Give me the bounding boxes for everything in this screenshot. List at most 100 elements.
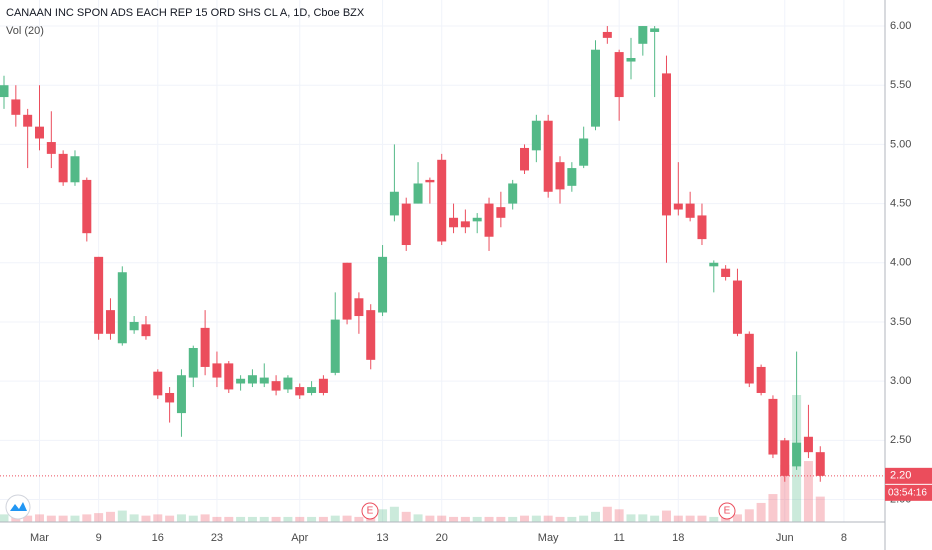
volume-bar [508,516,518,522]
candle-body [768,398,778,455]
volume-bar [212,516,222,522]
volume-bar [46,515,56,522]
volume-bar [567,516,577,522]
volume-bar [685,515,695,522]
volume-bar [283,516,293,522]
volume-bar [307,516,317,522]
y-tick-label: 6.00 [890,20,911,32]
candle-body [165,392,175,403]
candle-body [330,319,340,373]
x-tick-label: 23 [211,532,223,544]
candle-body [307,387,317,393]
x-tick-label: 20 [436,532,448,544]
y-tick-label: 4.00 [890,257,911,269]
candle-body [555,162,565,190]
x-tick-label: 16 [152,532,164,544]
candle-body [437,159,447,242]
candle-body [46,142,56,154]
y-tick-label: 5.00 [890,138,911,150]
candle-body [709,262,719,267]
candle-body [472,217,482,222]
candle-body [82,179,92,234]
volume-bar [378,509,388,522]
volume-bar [602,506,612,522]
volume-bar [259,516,269,522]
volume-bar [496,516,506,522]
candle-body [484,203,494,237]
volume-bar [401,511,411,522]
candle-body [23,114,33,127]
candle-body [141,324,151,337]
candle-body [70,156,80,183]
logo[interactable] [5,494,31,520]
candle-body [342,262,352,320]
volume-bar [247,516,257,522]
x-tick-label: Apr [291,532,308,544]
volume-bar [673,515,683,522]
candle-body [732,280,742,334]
volume-bar [94,513,104,522]
volume-bar [342,515,352,522]
candle-body [0,85,9,98]
volume-bar [176,514,186,522]
candle-body [413,183,423,204]
candle-body [626,58,636,62]
volume-bar [449,516,459,522]
volume-bar [768,494,778,522]
volume-bar [236,516,246,522]
earnings-marker: E [361,502,379,520]
candle-body [792,442,802,467]
candle-body [756,366,766,393]
volume-bar [543,515,553,522]
candle-body [460,221,470,228]
volume-bar [709,516,719,522]
candle-body [401,203,411,246]
candle-body [614,52,624,98]
volume-bar [460,516,470,522]
volume-bar [70,515,80,522]
candle-body [212,363,222,378]
volume-bar [614,509,624,522]
volume-bar [165,515,175,522]
y-tick-label: 2.50 [890,434,911,446]
countdown-box [885,484,932,501]
volume-bar [153,514,163,522]
logo-icon [10,502,27,511]
x-tick-label: 9 [96,532,102,544]
earnings-text: E [367,506,374,517]
candle-body [247,375,257,384]
volume-bar [105,511,115,522]
y-tick-label: 3.50 [890,316,911,328]
candle-body [153,371,163,396]
volume-bar [354,516,364,522]
candle-body [58,153,68,183]
volume-bar [330,515,340,522]
candle-body [295,387,305,396]
volume-bar [295,516,305,522]
last-price-label: 2.20 [890,470,911,482]
x-tick-label: May [538,532,559,544]
volume-bar [626,514,636,522]
candle-body [579,138,589,166]
candle-body [567,168,577,186]
candle-body [543,120,553,192]
volume-bar [591,511,600,522]
volume-bar [815,496,825,522]
volume-bar [555,516,565,522]
x-tick-label: 13 [376,532,388,544]
volume-bar [318,516,328,522]
candle-body [425,179,435,183]
candle-body [602,31,612,38]
candle-body [697,215,707,240]
candle-body [94,256,104,334]
x-tick-label: 11 [613,532,624,544]
earnings-marker: E [718,502,736,520]
candle-body [721,268,731,277]
volume-bar [520,515,530,522]
volume-bar [34,514,44,522]
y-tick-label: 5.50 [890,79,911,91]
candle-body [650,28,660,32]
y-tick-label: 3.00 [890,375,911,387]
